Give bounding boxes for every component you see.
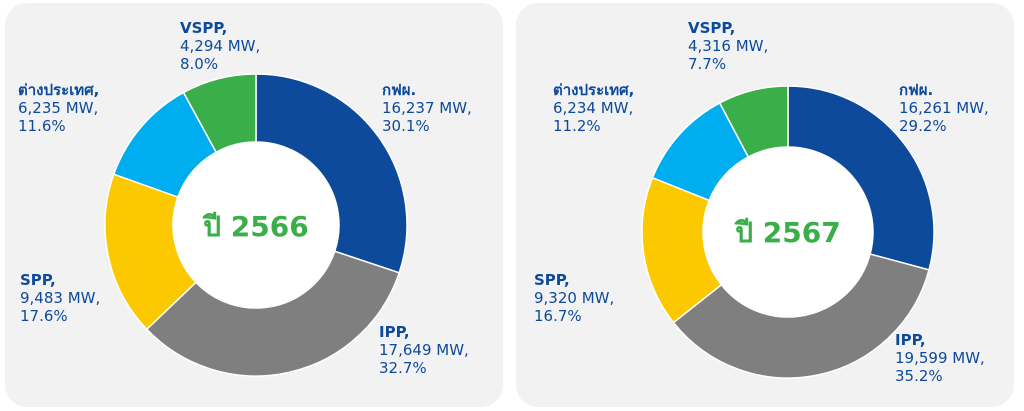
label-foreign: ต่างประเทศ, 6,234 MW, 11.2% [553, 81, 634, 135]
label-ipp-mw: 19,599 MW, [895, 349, 985, 367]
label-foreign-mw: 6,234 MW, [553, 99, 634, 117]
label-vspp-pct: 8.0% [180, 55, 219, 73]
label-vspp: VSPP, 4,294 MW, 8.0% [180, 19, 260, 73]
label-egat-pct: 30.1% [382, 117, 430, 135]
label-egat-name: กฟผ. [382, 81, 417, 99]
label-spp-name: SPP, [20, 271, 56, 289]
label-foreign-mw: 6,235 MW, [18, 99, 99, 117]
donut-chart-2567 [641, 85, 935, 379]
donut-chart-2566 [104, 73, 408, 377]
label-vspp: VSPP, 4,316 MW, 7.7% [688, 19, 768, 73]
label-ipp-pct: 32.7% [379, 359, 427, 377]
label-vspp-mw: 4,294 MW, [180, 37, 261, 55]
label-vspp-mw: 4,316 MW, [688, 37, 769, 55]
label-foreign-name: ต่างประเทศ, [553, 81, 635, 99]
label-foreign-name: ต่างประเทศ, [18, 81, 100, 99]
label-egat-name: กฟผ. [899, 81, 934, 99]
label-vspp-pct: 7.7% [688, 55, 727, 73]
label-spp-mw: 9,483 MW, [20, 289, 101, 307]
label-foreign-pct: 11.6% [18, 117, 66, 135]
label-spp-pct: 17.6% [20, 307, 68, 325]
label-foreign-pct: 11.2% [553, 117, 601, 135]
center-year-label: ปี 2567 [735, 216, 841, 249]
label-ipp-mw: 17,649 MW, [379, 341, 469, 359]
donut-hole [173, 142, 339, 308]
label-ipp: IPP, 17,649 MW, 32.7% [379, 323, 469, 377]
label-spp: SPP, 9,320 MW, 16.7% [534, 271, 614, 325]
label-egat-mw: 16,261 MW, [899, 99, 989, 117]
label-ipp-name: IPP, [379, 323, 410, 341]
label-foreign: ต่างประเทศ, 6,235 MW, 11.6% [18, 81, 99, 135]
chart-panel-2567: ปี 2567 กฟผ. 16,261 MW, 29.2% IPP, 19,59… [516, 3, 1014, 407]
label-spp-mw: 9,320 MW, [534, 289, 615, 307]
donut-slice-egat [787, 85, 935, 271]
donut-hole [703, 147, 873, 317]
label-egat: กฟผ. 16,237 MW, 30.1% [382, 81, 472, 135]
label-spp-name: SPP, [534, 271, 570, 289]
chart-panel-2566: ปี 2566 กฟผ. 16,237 MW, 30.1% IPP, 17,64… [5, 3, 503, 407]
label-egat-pct: 29.2% [899, 117, 947, 135]
label-vspp-name: VSPP, [688, 19, 736, 37]
label-ipp: IPP, 19,599 MW, 35.2% [895, 331, 985, 385]
label-ipp-pct: 35.2% [895, 367, 943, 385]
label-vspp-name: VSPP, [180, 19, 228, 37]
label-spp: SPP, 9,483 MW, 17.6% [20, 271, 100, 325]
center-year-label: ปี 2566 [203, 210, 309, 243]
label-egat-mw: 16,237 MW, [382, 99, 472, 117]
label-spp-pct: 16.7% [534, 307, 582, 325]
label-ipp-name: IPP, [895, 331, 926, 349]
label-egat: กฟผ. 16,261 MW, 29.2% [899, 81, 989, 135]
